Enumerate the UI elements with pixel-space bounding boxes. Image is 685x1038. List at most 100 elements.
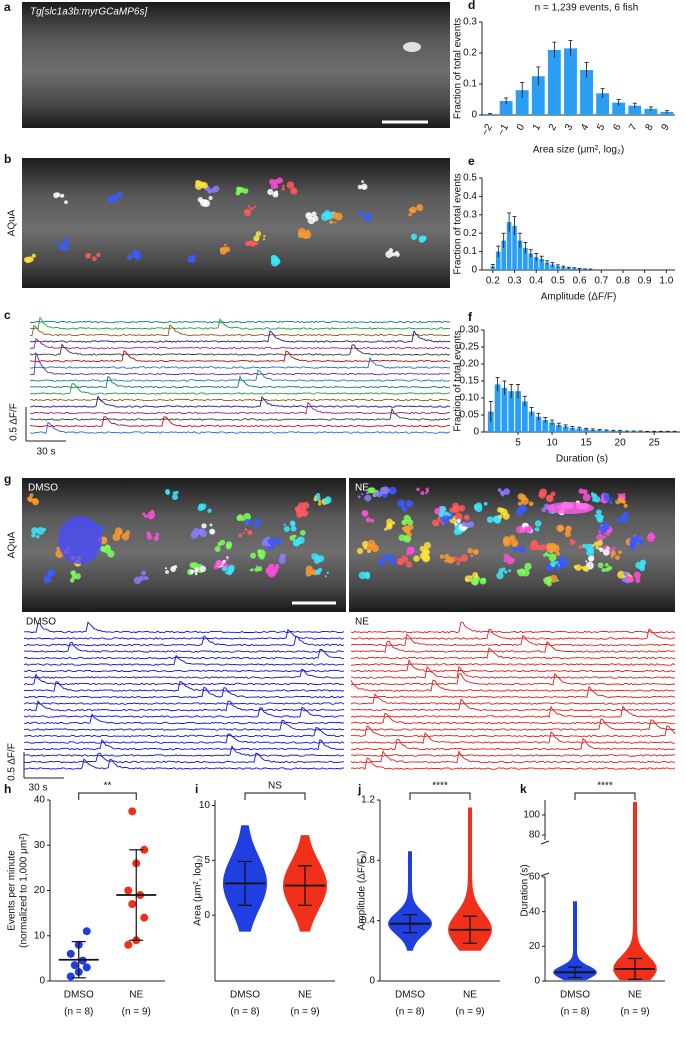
event-blob <box>389 555 394 560</box>
event-blob <box>366 547 369 551</box>
event-blob <box>420 491 425 495</box>
event-blob <box>281 187 285 191</box>
condition-label: DMSO <box>28 483 58 494</box>
event-blob <box>386 522 393 529</box>
event-blob <box>58 516 102 564</box>
event-blob <box>267 188 274 196</box>
event-blob <box>322 556 325 559</box>
y-tick-label: 20 <box>529 941 541 952</box>
bar <box>644 108 658 115</box>
bar <box>495 251 501 270</box>
event-blob <box>405 561 413 568</box>
y-tick-label: 0.15 <box>460 376 480 387</box>
event-blob <box>253 205 257 208</box>
event-blob <box>409 206 417 214</box>
event-blob <box>601 567 606 573</box>
event-blob <box>207 188 213 194</box>
event-blob <box>142 512 146 516</box>
scale-label: 30 s <box>37 447 56 458</box>
trace <box>23 672 345 686</box>
bar <box>555 266 561 270</box>
y-tick-label: 0 <box>39 976 45 987</box>
event-blob <box>620 499 623 502</box>
event-blob <box>481 577 487 583</box>
event-blob <box>442 518 449 525</box>
event-blob <box>573 565 578 569</box>
point <box>82 963 91 972</box>
event-blob <box>474 575 478 579</box>
event-blob <box>578 488 584 494</box>
event-blob <box>64 200 68 205</box>
event-blob <box>357 495 361 499</box>
x-tick-label: NE <box>463 990 477 1001</box>
y-axis-label: (normalized to 1,000 μm²) <box>19 833 30 948</box>
event-blob <box>334 221 337 224</box>
event-blob <box>225 543 232 550</box>
y-tick-label: 20 <box>34 885 46 896</box>
event-blob <box>470 554 474 557</box>
y-tick-label: 0.3 <box>463 209 477 220</box>
event-blob <box>248 240 255 247</box>
event-blob <box>639 559 647 566</box>
event-blob <box>263 235 266 238</box>
image-label: AQuA <box>7 531 18 558</box>
event-blob <box>391 521 396 525</box>
panel-label: g <box>4 472 11 486</box>
y-tick-label: 0.4 <box>361 915 375 926</box>
event-blob <box>534 528 537 531</box>
event-blob <box>610 555 614 559</box>
event-blob <box>280 555 284 559</box>
trace <box>23 686 345 699</box>
trace <box>29 401 451 415</box>
event-blob <box>502 538 511 547</box>
event-blob <box>196 180 203 187</box>
event-blob <box>106 196 114 204</box>
y-tick-label: 30 <box>34 840 46 851</box>
y-tick-label: 100 <box>523 810 540 821</box>
bar <box>564 48 577 115</box>
event-blob <box>599 539 602 542</box>
y-tick-label: 0 <box>471 110 477 121</box>
event-blob <box>70 570 76 576</box>
event-blob <box>199 565 207 573</box>
y-axis-label: Events per minute <box>7 850 18 931</box>
bar <box>566 268 572 270</box>
event-blob <box>292 188 296 192</box>
event-blob <box>457 557 463 563</box>
trace <box>23 702 345 705</box>
x-tick-label: 5 <box>595 122 608 133</box>
event-blob <box>458 504 466 512</box>
x-tick-label: DMSO <box>230 990 260 1001</box>
bar <box>596 93 610 115</box>
event-blob <box>156 536 159 540</box>
panel-label: f <box>468 310 473 324</box>
y-tick-label: 80 <box>529 830 541 841</box>
event-blob <box>615 498 618 502</box>
trace <box>24 621 345 634</box>
x-axis-label: Amplitude (ΔF/F) <box>541 292 617 303</box>
event-blob <box>594 541 599 546</box>
event-blob <box>548 553 557 562</box>
event-blob <box>219 539 226 546</box>
event-blob <box>497 488 502 492</box>
event-blob <box>603 523 610 531</box>
bar <box>501 240 506 270</box>
event-blob <box>45 577 49 582</box>
event-blob <box>253 524 258 529</box>
event-blob <box>550 491 556 497</box>
bar <box>494 384 501 432</box>
trace <box>29 369 451 382</box>
event-blob <box>556 579 559 582</box>
event-blob <box>212 185 220 193</box>
event-blob <box>146 534 153 540</box>
event-blob <box>620 514 628 523</box>
trace <box>350 712 676 725</box>
distribution-cloud <box>553 901 597 981</box>
event-blob <box>243 512 251 521</box>
event-blob <box>268 540 274 546</box>
event-blob <box>526 525 533 532</box>
x-axis-label: Area size (μm², log₂) <box>533 145 624 156</box>
event-blob <box>147 577 150 580</box>
event-blob <box>460 554 469 562</box>
event-blob <box>171 565 176 570</box>
